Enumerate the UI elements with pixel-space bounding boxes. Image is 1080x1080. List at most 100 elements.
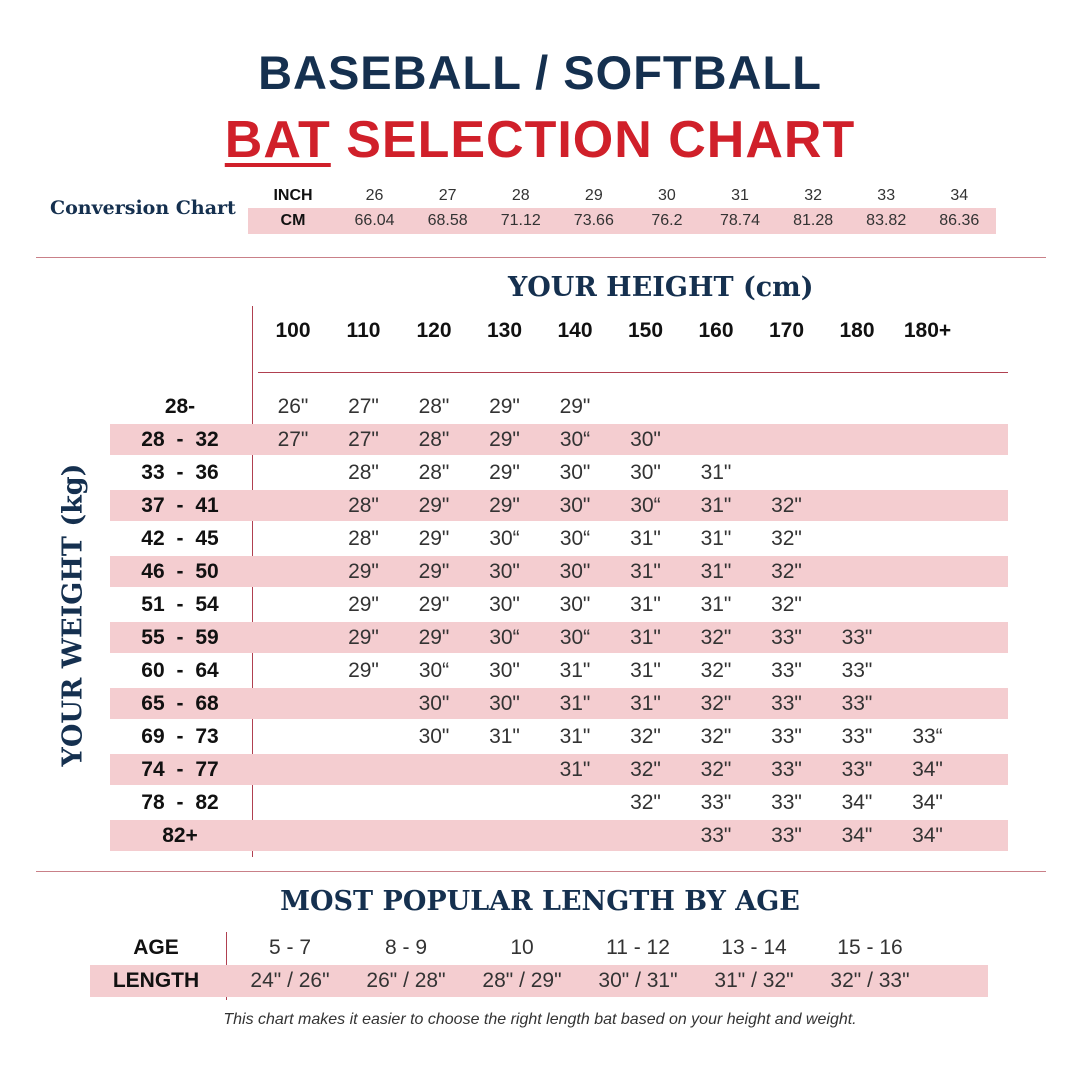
inch-value: 26 [365, 187, 384, 204]
bat-length-cell [258, 490, 328, 521]
section-divider [36, 871, 1046, 872]
inch-value: 30 [658, 187, 676, 204]
cm-value: 71.12 [500, 212, 541, 229]
table-row: 60 - 64 29" 30“ 30" 31" 31" 32" 33" 33" [110, 655, 1008, 686]
bat-length-cell: 28" [348, 461, 379, 484]
height-header-7: 170 [768, 319, 805, 342]
age-value: 10 [510, 936, 534, 959]
bat-length-cell [752, 457, 822, 488]
cm-label: CM [280, 212, 306, 229]
weight-label: 51 - 54 [141, 593, 219, 616]
weight-label: 28 - 32 [141, 428, 219, 451]
bat-length-cell: 34" [912, 824, 943, 847]
bat-length-cell [470, 787, 540, 818]
bat-length-cell: 29" [348, 560, 379, 583]
bat-length-cell: 30" [559, 560, 591, 583]
bat-length-cell: 29" [559, 395, 591, 418]
cm-value: 73.66 [573, 212, 614, 229]
bat-length-cell: 33" [771, 626, 802, 649]
weight-axis-title: YOUR WEIGHT (kg) [57, 463, 89, 767]
bat-length-cell: 32" [700, 626, 732, 649]
height-header-9: 180+ [903, 319, 952, 342]
bat-length-cell: 30" [418, 725, 450, 748]
bat-length-cell [822, 457, 892, 488]
title-line-1: BASEBALL / SOFTBALL [258, 46, 822, 99]
bat-length-cell: 33" [771, 692, 802, 715]
bat-length-cell: 30“ [559, 527, 591, 550]
bat-length-cell: 32" [630, 791, 661, 814]
bat-length-cell [258, 787, 328, 818]
cm-value: 83.82 [866, 212, 907, 229]
bat-length-cell: 31" [630, 527, 661, 550]
weight-label: 82+ [162, 824, 198, 847]
age-section-title: MOST POPULAR LENGTH BY AGE [280, 886, 800, 917]
age-value: 13 - 14 [721, 936, 787, 959]
bat-length-cell [822, 490, 892, 521]
bat-length-cell: 30“ [418, 659, 450, 682]
bat-length-cell [752, 391, 822, 422]
bat-length-cell: 29" [418, 494, 450, 517]
bat-length-cell: 28" [418, 395, 450, 418]
bat-length-cell: 30" [630, 461, 661, 484]
table-row: 74 - 77 31" 32" 32" 33" 33" 34" [110, 754, 1008, 785]
bat-length-cell [822, 523, 892, 554]
weight-label: 46 - 50 [141, 560, 219, 583]
bat-length-cell [893, 622, 963, 653]
bat-length-cell: 32" [700, 692, 732, 715]
bat-length-cell [258, 754, 328, 785]
age-row: AGE 5 - 7 8 - 9 10 11 - 12 13 - 14 15 - 16 [90, 932, 988, 964]
bat-length-cell: 27" [348, 428, 379, 451]
bat-length-cell [470, 754, 540, 785]
age-value: 8 - 9 [384, 936, 428, 959]
age-value: 15 - 16 [837, 936, 903, 959]
bat-length-cell: 29" [418, 560, 450, 583]
bat-length-cell: 32" [771, 593, 802, 616]
height-header-6: 160 [698, 319, 734, 342]
bat-length-cell [893, 424, 963, 455]
bat-length-cell [258, 556, 328, 587]
bat-length-cell: 29" [489, 395, 520, 418]
bat-length-cell: 27" [277, 428, 309, 451]
weight-label: 28- [164, 395, 196, 418]
cm-value: 86.36 [939, 212, 980, 229]
bat-length-cell: 34" [841, 824, 873, 847]
bat-length-cell: 29" [348, 593, 379, 616]
length-row: LENGTH 24" / 26" 26" / 28" 28" / 29" 30" / … [90, 965, 988, 997]
length-value: 32" / 33" [830, 969, 910, 992]
bat-length-cell: 31" [630, 659, 661, 682]
bat-length-cell [822, 391, 892, 422]
bat-length-cell: 32" [630, 758, 661, 781]
cm-value: 81.28 [793, 212, 834, 229]
bat-length-cell: 33" [771, 725, 802, 748]
bat-length-cell: 30" [489, 692, 520, 715]
weight-label: 33 - 36 [141, 461, 219, 484]
height-header-4: 140 [557, 319, 593, 342]
table-row: 42 - 45 28" 29" 30“ 30“ 31" 31" 32" [110, 523, 1008, 554]
bat-length-cell [329, 820, 399, 851]
bat-length-cell: 34" [912, 791, 943, 814]
bat-length-cell: 30“ [559, 626, 591, 649]
bat-length-cell: 31" [700, 560, 732, 583]
bat-length-cell: 29" [489, 494, 520, 517]
bat-length-cell: 33" [771, 824, 802, 847]
length-value: 26" / 28" [366, 969, 446, 992]
height-header-3: 130 [486, 319, 523, 342]
age-value: 11 - 12 [606, 936, 670, 959]
bat-length-cell: 28" [418, 428, 450, 451]
length-value: 24" / 26" [250, 969, 330, 992]
bat-length-cell: 29" [418, 527, 450, 550]
bat-length-cell: 33" [841, 692, 873, 715]
height-header-2: 120 [416, 319, 452, 342]
bat-length-cell: 33" [841, 626, 873, 649]
age-value: 5 - 7 [268, 936, 312, 959]
bat-length-cell [399, 787, 469, 818]
bat-length-cell: 31" [630, 692, 661, 715]
table-row: 82+ 33" 33" 34" 34" [110, 820, 1008, 851]
table-row: 33 - 36 28" 28" 29" 30" 30" 31" [110, 457, 1008, 488]
weight-label: 74 - 77 [141, 758, 219, 781]
bat-length-cell: 30“ [630, 494, 661, 517]
height-header-1: 110 [346, 319, 381, 342]
height-header-5: 150 [627, 319, 664, 342]
bat-length-cell: 30" [418, 692, 450, 715]
bat-length-cell [258, 622, 328, 653]
